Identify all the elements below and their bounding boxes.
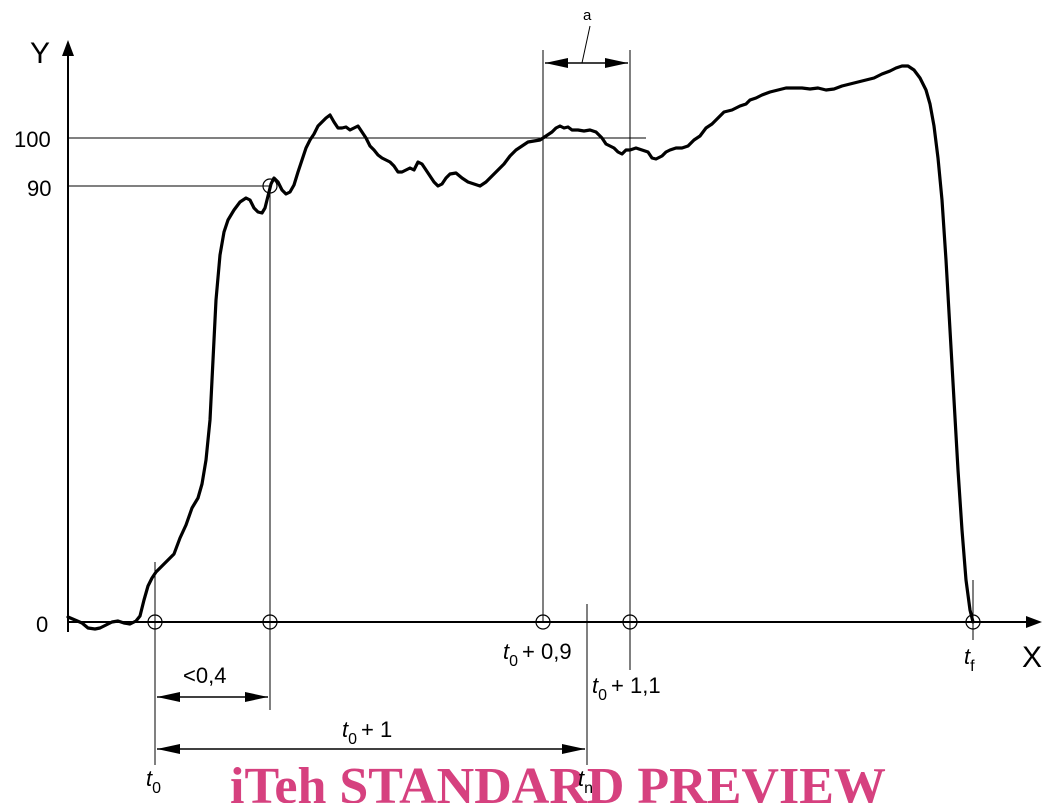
dimension-a-leader [581, 25, 591, 64]
point-marker-tf [965, 614, 981, 630]
signal-curve [66, 64, 975, 631]
dimension-lt-0-4-arrow-left [157, 692, 180, 702]
y-tick-0: 0 [36, 612, 48, 637]
dimension-a-arrow-right [605, 58, 628, 68]
point-marker-t0 [147, 614, 163, 630]
dimension-lt-0-4-arrow-right [245, 692, 268, 702]
point-marker-t0-0-9 [535, 614, 551, 630]
label-t-n: tn [578, 766, 593, 797]
label-t0-plus-1-1: t0 + 1,1 [592, 673, 661, 704]
y-tick-90: 90 [27, 176, 51, 201]
y-tick-100: 100 [14, 127, 51, 152]
x-axis-label: X [1022, 641, 1042, 674]
point-marker-t90-axis [262, 614, 278, 630]
dimension-t0-plus-1-label: t0 + 1 [342, 717, 392, 748]
label-t-f: tf [964, 644, 975, 675]
point-marker-t0-1-1 [622, 614, 638, 630]
label-t0-plus-0-9: t0 + 0,9 [503, 639, 572, 670]
dimension-lt-0-4-label: <0,4 [183, 663, 226, 688]
dimension-a-arrow-left [545, 58, 568, 68]
dimension-t0-plus-1-arrow-right [562, 744, 585, 754]
y-axis-label: Y [30, 37, 50, 70]
dimension-t0-plus-1-arrow-left [157, 744, 180, 754]
dimension-a-label: a [583, 7, 592, 24]
x-axis-arrow [1026, 616, 1042, 628]
label-t-0: t0 [146, 766, 161, 797]
y-axis-arrow [62, 40, 74, 56]
watermark: iTeh STANDARD PREVIEW [230, 758, 886, 803]
